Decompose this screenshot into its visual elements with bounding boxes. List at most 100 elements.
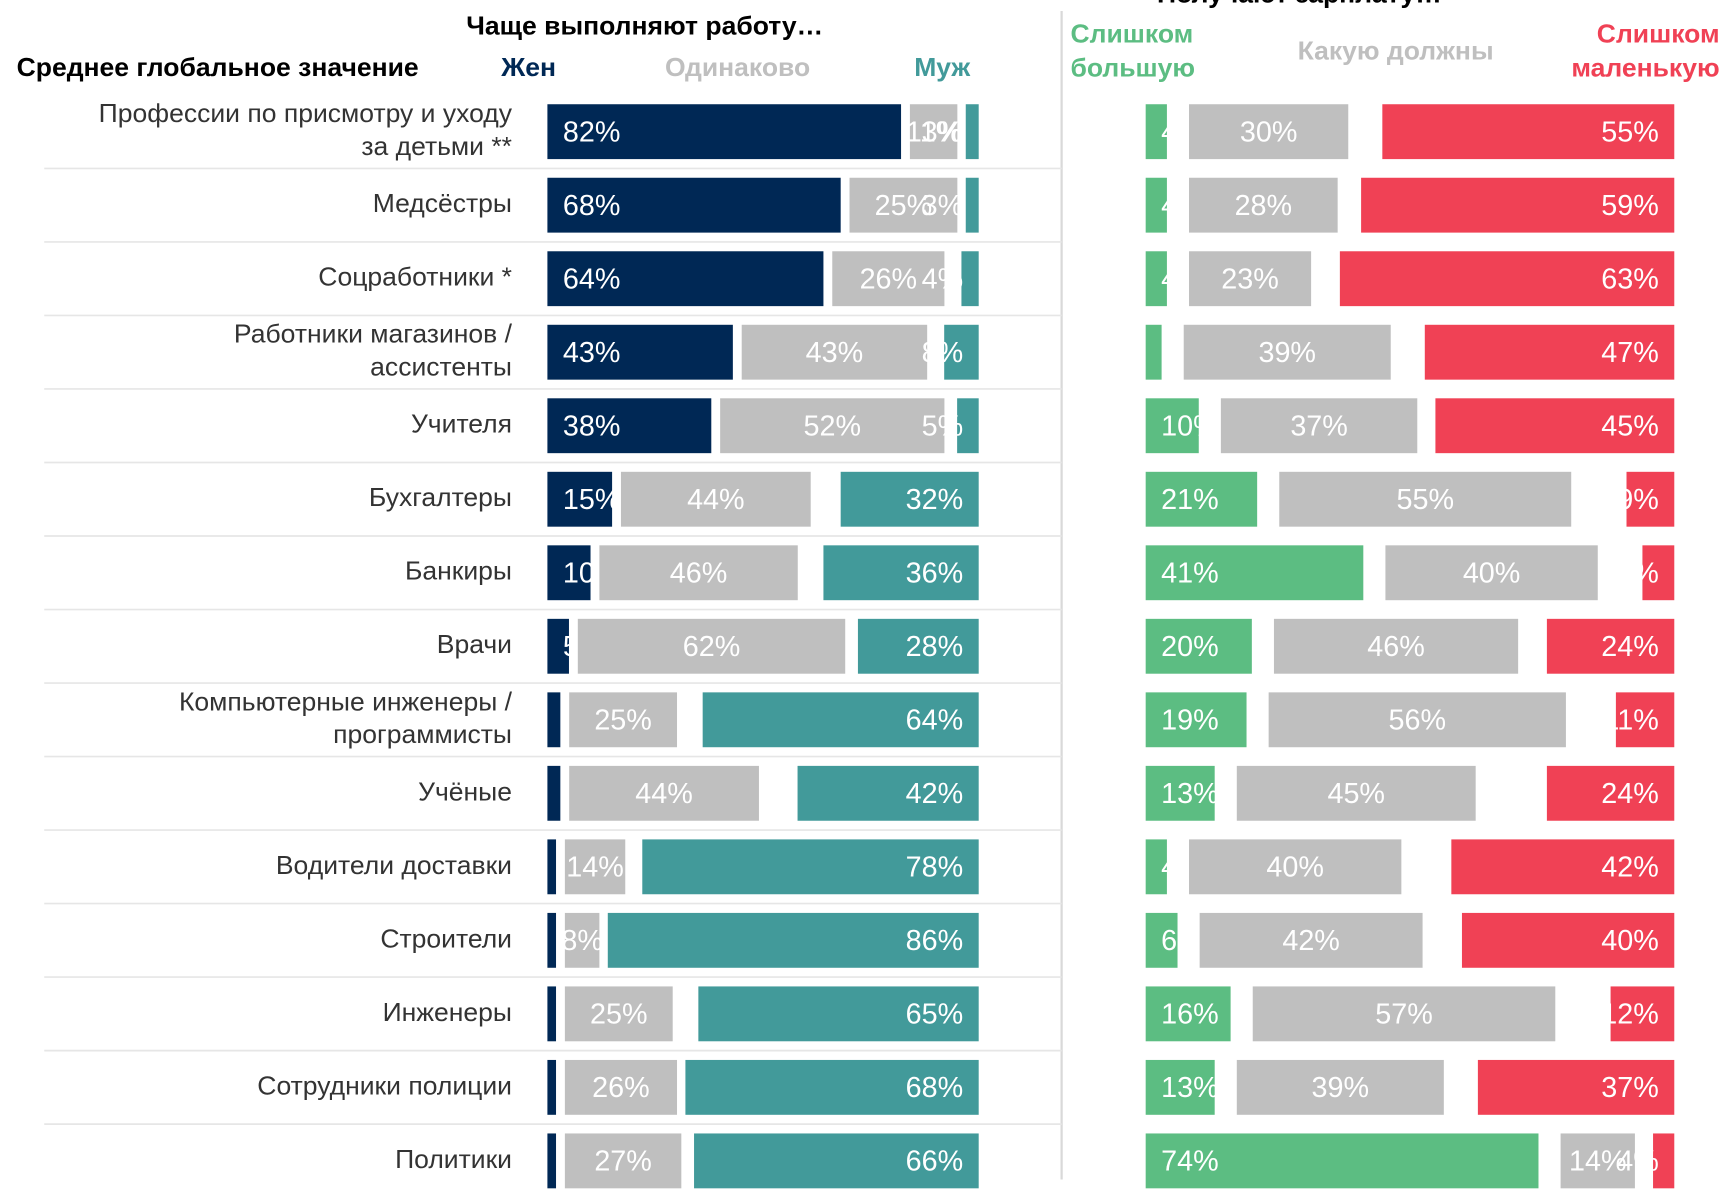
category-label: Водители доставки [276, 850, 512, 880]
bar-segment [1145, 177, 1167, 233]
data-label: 40% [1266, 852, 1324, 884]
bar-segment [1382, 104, 1675, 160]
data-label: 26% [860, 264, 918, 296]
bar-segment [1145, 471, 1258, 527]
bar-segment [702, 692, 979, 748]
bar-segment [642, 839, 979, 895]
data-label: 23% [1221, 264, 1279, 296]
legend-entry: Слишком большую [1070, 19, 1195, 83]
data-label: 24% [1601, 631, 1659, 663]
data-label: 43% [806, 337, 864, 369]
data-label: 11% [906, 116, 961, 148]
data-label: 46% [670, 558, 728, 590]
bar-segment [944, 324, 979, 380]
bar-segment [599, 545, 798, 601]
bar-segment [564, 839, 626, 895]
bar-segment [1145, 912, 1178, 968]
bar-segment [620, 471, 811, 527]
data-label: 45% [1601, 411, 1659, 443]
bar-segment [1268, 692, 1566, 748]
data-label: 42% [906, 778, 964, 810]
category-label: Медсёстры [373, 188, 512, 218]
category-label: Работники магазинов / ассистенты [234, 319, 513, 382]
bar-segment [1189, 104, 1349, 160]
data-label: 42% [1601, 852, 1659, 884]
data-label: 25% [594, 705, 652, 737]
data-label: 3% [922, 116, 964, 148]
chart-title: Получают зарплату… [1157, 0, 1442, 9]
data-label: 25% [590, 999, 648, 1031]
data-label: 13% [1161, 1072, 1219, 1104]
bar-segment [569, 692, 678, 748]
bar-segment [1361, 177, 1675, 233]
data-label: 28% [1235, 190, 1293, 222]
data-label: 64% [906, 705, 964, 737]
data-label: 43% [563, 337, 621, 369]
bar-segment [1145, 839, 1167, 895]
data-label: 64% [563, 264, 621, 296]
bar-segment [1461, 912, 1675, 968]
bar-segment [685, 1059, 979, 1115]
bar-segment [720, 398, 945, 454]
bar-segment [569, 765, 759, 821]
data-label: 15% [563, 484, 621, 516]
data-label: 4% [922, 264, 964, 296]
data-label: 62% [683, 631, 741, 663]
bar-segment [1546, 618, 1675, 674]
bar-segment [1145, 1059, 1215, 1115]
bar-segment [1477, 1059, 1675, 1115]
bar-segment [547, 177, 841, 233]
bar-segment [1236, 765, 1476, 821]
data-label: 41% [1161, 558, 1219, 590]
bar-segment [1236, 1059, 1444, 1115]
chart-title: Чаще выполняют работу… [466, 10, 823, 40]
bar-segment [849, 177, 958, 233]
data-label: 40% [1463, 558, 1521, 590]
data-label: 52% [804, 411, 862, 443]
legend-entry: Одинаково [665, 52, 810, 82]
bar-segment [1183, 324, 1391, 380]
legend-entry: Муж [914, 52, 970, 82]
bar-segment [1145, 545, 1364, 601]
category-label: Бухгалтеры [369, 482, 512, 512]
bar-segment [1145, 986, 1231, 1042]
data-label: 6% [1617, 558, 1659, 590]
data-label: 21% [1161, 484, 1219, 516]
data-label: 12% [1601, 999, 1659, 1031]
bar-segment [832, 251, 945, 307]
bar-segment [1189, 839, 1402, 895]
bar-segment [547, 692, 561, 748]
data-label: 68% [906, 1072, 964, 1104]
category-label: Профессии по присмотру и уходу за детьми … [99, 98, 513, 161]
bar-segment [1339, 251, 1675, 307]
bar-segment [1273, 618, 1519, 674]
bar-segment [1560, 1133, 1635, 1189]
data-label: 74% [1161, 1146, 1219, 1178]
data-label: 68% [563, 190, 621, 222]
data-label: 39% [1258, 337, 1316, 369]
data-label: 14% [566, 852, 624, 884]
data-label: 14% [1569, 1146, 1627, 1178]
data-label: 78% [906, 852, 964, 884]
bar-segment [961, 251, 979, 307]
data-label: 82% [563, 116, 621, 148]
bar-segment [547, 104, 902, 160]
category-label: Сотрудники полиции [257, 1070, 512, 1100]
bar-segment [1145, 618, 1252, 674]
data-label: 10% [1161, 411, 1219, 443]
data-label: 36% [906, 558, 964, 590]
data-label: 38% [563, 411, 621, 443]
data-label: 6% [1161, 925, 1203, 957]
bar-segment [1451, 839, 1675, 895]
bar-segment [698, 986, 979, 1042]
data-label: 55% [1601, 116, 1659, 148]
data-label: 5% [922, 411, 964, 443]
bar-segment [694, 1133, 979, 1189]
bar-segment [547, 398, 712, 454]
bar-segment [1424, 324, 1675, 380]
bar-segment [1435, 398, 1675, 454]
bar-segment [965, 177, 979, 233]
data-label: 27% [594, 1146, 652, 1178]
data-label: 24% [1601, 778, 1659, 810]
data-label: 63% [1601, 264, 1659, 296]
